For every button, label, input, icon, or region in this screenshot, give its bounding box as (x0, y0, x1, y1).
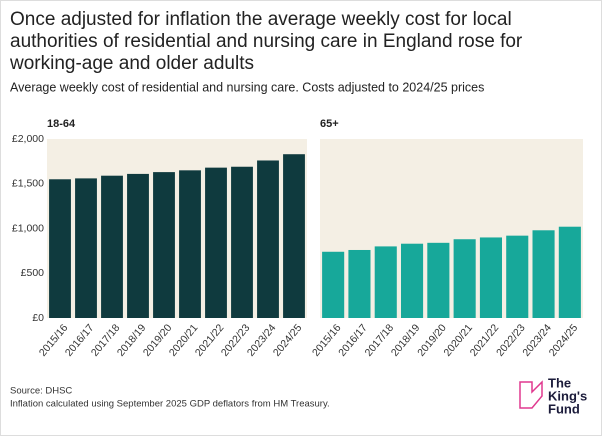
bar (374, 246, 397, 318)
bar (427, 242, 450, 318)
y-tick-label: £2,000 (12, 133, 44, 145)
y-tick-label: £1,500 (12, 178, 44, 190)
logo-text: The (548, 375, 571, 390)
source: Source: DHSC (10, 386, 72, 397)
bar (127, 173, 149, 318)
bar (75, 178, 97, 318)
title-line: Once adjusted for inflation the average … (10, 9, 512, 30)
bar (532, 230, 555, 318)
y-tick-label: £1,000 (12, 222, 44, 234)
subtitle: Average weekly cost of residential and n… (10, 80, 484, 94)
bar (179, 170, 201, 318)
bar (283, 154, 305, 318)
title-line: authorities of residential and nursing c… (10, 31, 523, 52)
bar (153, 172, 175, 318)
note: Inflation calculated using September 202… (10, 399, 330, 410)
bar (348, 249, 371, 318)
bar (479, 237, 502, 318)
y-tick-label: £500 (21, 267, 45, 279)
y-tick-label: £0 (32, 312, 44, 324)
bar (401, 243, 424, 318)
bar (205, 167, 227, 318)
bar (231, 166, 253, 318)
panel-title: 18-64 (47, 118, 76, 130)
bar (101, 175, 123, 318)
bar (558, 226, 581, 318)
logo-text: Fund (548, 401, 580, 416)
title-line: working-age and older adults (9, 53, 254, 74)
bar (49, 179, 71, 318)
logo-mark (519, 380, 543, 409)
logo-text: King's (548, 388, 587, 403)
bar (453, 239, 476, 318)
panel-title: 65+ (320, 118, 339, 130)
bar (506, 235, 529, 318)
bar (257, 160, 279, 318)
bar (322, 251, 345, 318)
